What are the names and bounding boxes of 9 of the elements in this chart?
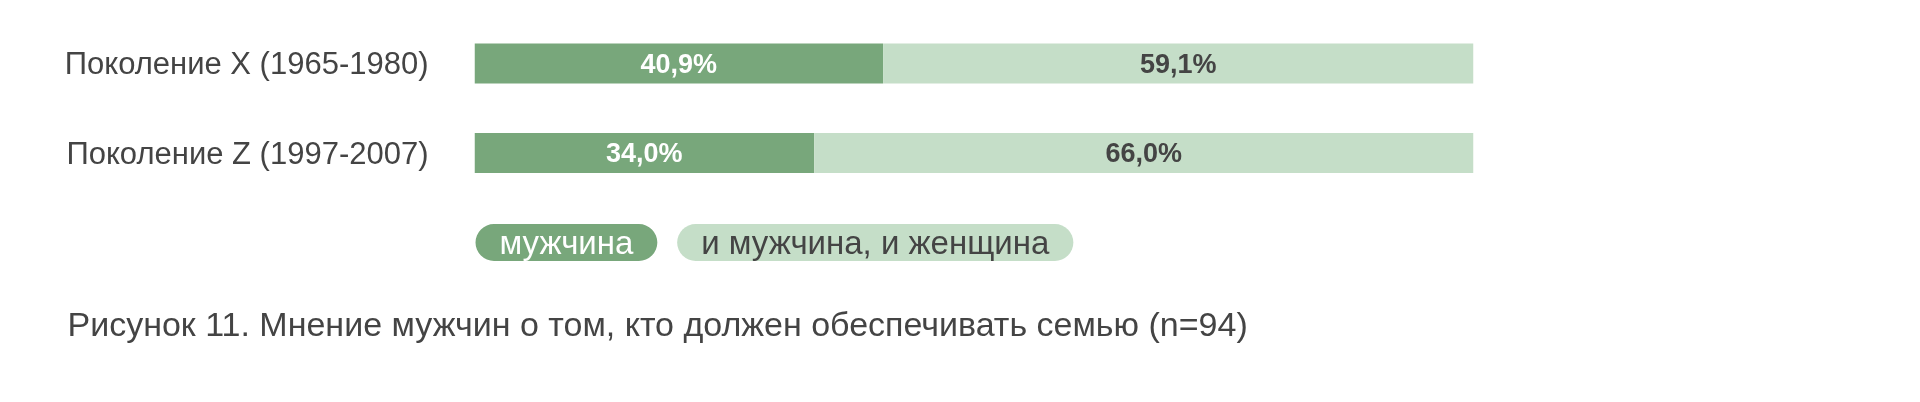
text: Рисунок 11. Мнение мужчин о том, кто должен обеспечивать семью (n=94) [67,304,1248,343]
data-label: 66,0% [1105,138,1183,168]
series-label: и мужчина, и женщина [701,224,1051,261]
y-tick-label: Поколение Z (1997-2007) [66,135,429,171]
data-label: 40,9% [640,48,718,79]
series-label: мужчина [499,224,634,261]
y-tick-label: Поколение X (1965-1980) [64,46,429,81]
data-label: 34,0% [606,138,683,168]
data-label: 59,1% [1140,48,1217,79]
